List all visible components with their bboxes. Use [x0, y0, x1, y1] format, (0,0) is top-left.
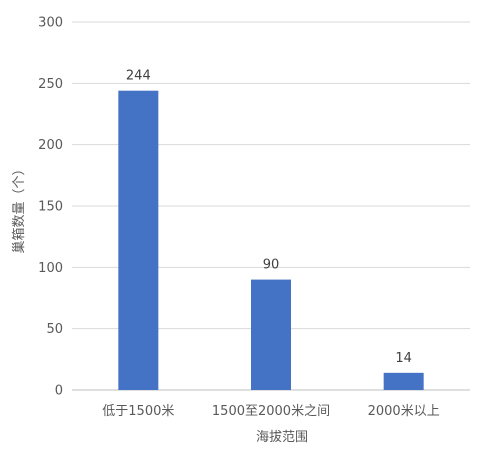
y-tick-label: 200 — [38, 138, 63, 153]
data-label: 90 — [263, 258, 280, 273]
bar — [118, 90, 159, 391]
y-tick-labels: 0 50 100 150 200 250 300 — [38, 16, 63, 399]
data-label: 14 — [395, 351, 412, 366]
data-label: 244 — [126, 69, 151, 84]
x-axis-title: 海拔范围 — [256, 430, 308, 445]
y-tick-label: 250 — [38, 77, 63, 92]
x-category-label: 2000米以上 — [368, 404, 440, 419]
y-axis-title: 巢箱数量（个） — [11, 162, 27, 253]
data-labels: 244 90 14 — [126, 69, 412, 366]
bar — [251, 279, 291, 390]
y-tick-label: 300 — [38, 16, 63, 31]
x-category-label: 1500至2000米之间 — [212, 404, 330, 419]
bar — [383, 372, 424, 390]
x-category-label: 低于1500米 — [102, 404, 174, 419]
y-tick-label: 100 — [38, 261, 63, 276]
bars — [118, 90, 424, 391]
y-tick-label: 0 — [55, 384, 63, 399]
y-tick-label: 50 — [46, 322, 63, 337]
y-tick-label: 150 — [38, 200, 63, 215]
x-category-labels: 低于1500米 1500至2000米之间 2000米以上 — [102, 404, 439, 419]
